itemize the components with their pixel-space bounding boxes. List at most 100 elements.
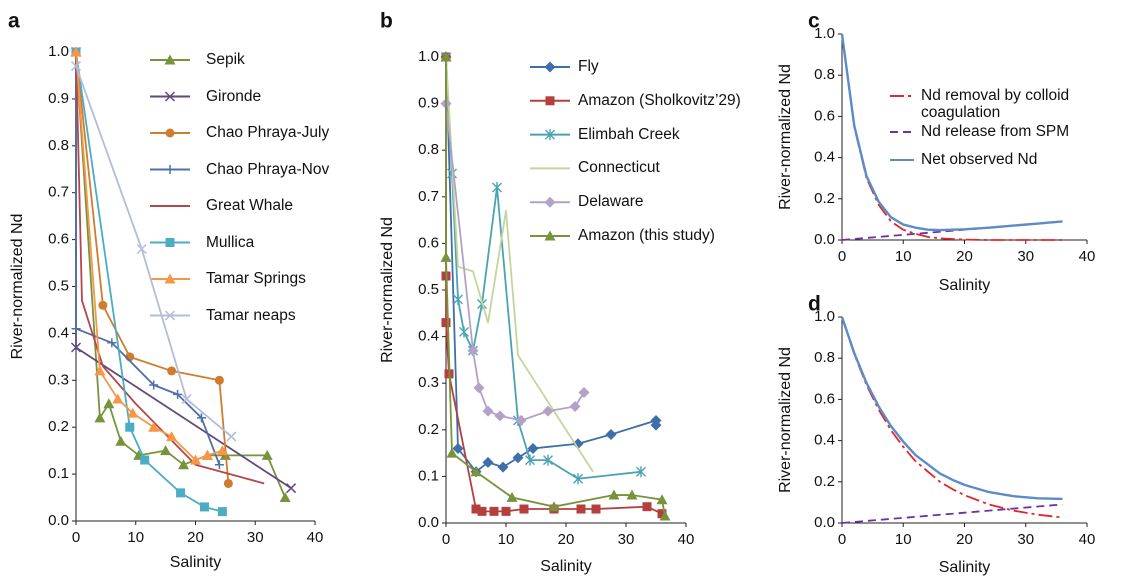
x-tick-label: 20	[956, 248, 973, 265]
marker	[497, 461, 509, 473]
marker	[127, 407, 139, 418]
marker	[636, 466, 646, 478]
marker	[196, 413, 206, 423]
marker	[279, 492, 291, 503]
y-tick-label: 0.1	[418, 467, 439, 484]
marker	[591, 504, 601, 514]
marker	[216, 445, 228, 456]
y-tick-label: 0.2	[418, 421, 439, 438]
marker	[548, 501, 560, 512]
series-line	[445, 103, 585, 422]
marker	[650, 419, 662, 431]
marker	[148, 421, 160, 432]
legend-label: Amazon (this study)	[578, 227, 715, 244]
marker	[261, 449, 273, 460]
y-tick-label: 0.8	[814, 349, 835, 366]
legend-label: Sepik	[206, 51, 245, 68]
x-tick-label: 40	[307, 529, 324, 546]
legend-label: Mullica	[206, 233, 255, 251]
marker	[140, 455, 150, 465]
marker	[572, 438, 584, 450]
panel-letter: c	[808, 10, 820, 33]
marker	[569, 401, 581, 412]
marker	[626, 489, 638, 500]
y-tick-label: 0.2	[814, 473, 835, 490]
marker	[176, 488, 186, 498]
x-tick-label: 10	[127, 529, 144, 546]
marker	[71, 324, 81, 334]
marker	[453, 293, 463, 305]
series-line	[445, 57, 666, 517]
marker	[160, 445, 172, 456]
legend-label: Delaware	[578, 193, 644, 211]
panel-letter: a	[8, 10, 20, 33]
marker	[519, 504, 529, 514]
marker	[190, 454, 201, 465]
marker	[525, 454, 535, 466]
marker	[441, 318, 451, 328]
marker	[112, 393, 124, 404]
marker	[515, 414, 527, 426]
marker	[164, 54, 176, 65]
marker	[545, 96, 555, 106]
y-tick-label: 0.1	[48, 465, 69, 482]
marker	[543, 454, 553, 466]
marker	[164, 273, 176, 284]
marker	[544, 196, 556, 208]
y-tick-label: 0.5	[418, 281, 439, 298]
series-line	[445, 56, 642, 480]
y-tick-label: 0.6	[418, 234, 439, 251]
marker	[452, 442, 464, 454]
y-axis-title: River-normalized Nd	[777, 64, 794, 210]
panel-letter: b	[380, 10, 393, 33]
marker	[178, 459, 190, 470]
x-axis-title: Salinity	[939, 559, 991, 576]
marker	[103, 398, 115, 409]
marker	[167, 366, 177, 376]
marker	[94, 365, 106, 376]
marker	[642, 502, 652, 512]
marker	[214, 460, 224, 470]
x-tick-label: 20	[956, 531, 973, 548]
y-tick-label: 0.6	[48, 231, 69, 248]
marker	[70, 61, 82, 72]
x-tick-label: 20	[187, 529, 204, 546]
marker	[446, 447, 458, 458]
y-axis-title: River-normalized Nd	[9, 214, 26, 360]
marker	[605, 428, 617, 440]
marker	[125, 422, 135, 432]
series-line	[75, 65, 232, 438]
marker	[544, 230, 556, 241]
marker	[165, 238, 175, 247]
y-tick-label: 0.4	[48, 324, 69, 341]
marker	[482, 405, 494, 417]
y-tick-label: 1.0	[814, 308, 835, 325]
y-tick-label: 0.8	[48, 137, 69, 154]
x-tick-label: 30	[1017, 248, 1034, 265]
x-axis-title: Salinity	[939, 277, 991, 294]
y-tick-label: 0.0	[48, 512, 69, 529]
marker	[542, 405, 554, 417]
marker	[471, 504, 481, 514]
marker	[459, 326, 469, 338]
legend-label: Gironde	[206, 87, 262, 105]
y-tick-label: 0.6	[814, 107, 835, 124]
marker	[164, 310, 176, 321]
y-tick-label: 0.2	[48, 418, 69, 435]
marker	[494, 410, 506, 422]
marker	[226, 431, 237, 442]
x-axis-title: Salinity	[170, 554, 222, 571]
y-tick-label: 0.8	[418, 141, 439, 158]
marker	[527, 442, 539, 454]
marker	[166, 431, 178, 442]
x-tick-label: 40	[1079, 531, 1096, 548]
marker	[544, 61, 556, 73]
y-axis-title: River-normalized Nd	[379, 217, 396, 363]
series-line	[75, 51, 230, 484]
marker	[473, 382, 485, 394]
panel-letter: d	[808, 293, 821, 316]
y-tick-label: 0.0	[418, 514, 439, 531]
x-axis-title: Salinity	[540, 558, 592, 575]
